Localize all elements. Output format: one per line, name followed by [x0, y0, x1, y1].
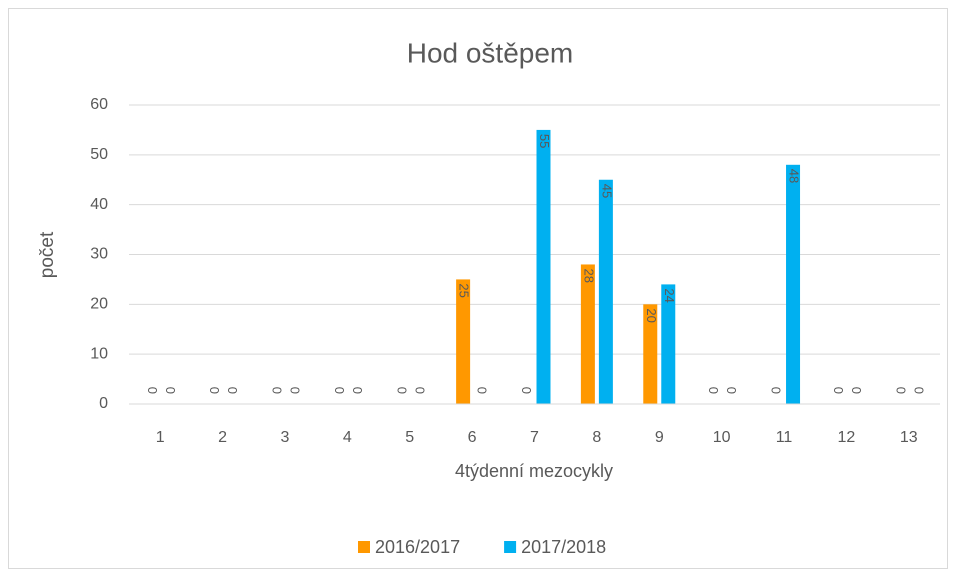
x-tick-label: 5	[405, 429, 414, 446]
y-tick-label: 30	[90, 246, 108, 263]
data-label: 24	[662, 288, 677, 302]
x-tick-label: 12	[838, 429, 856, 446]
bar	[598, 179, 613, 404]
data-label: 0	[911, 387, 926, 394]
x-tick-label: 7	[530, 429, 539, 446]
y-axis-label: počet	[37, 231, 58, 278]
legend-swatch	[504, 541, 517, 553]
data-label: 28	[581, 268, 596, 282]
bar	[580, 264, 595, 404]
chart-title: Hod oštěpem	[407, 37, 574, 68]
bar	[536, 129, 551, 404]
x-tick-label: 3	[281, 429, 290, 446]
legend-label: 2016/2017	[375, 537, 460, 557]
legend-swatch	[358, 541, 370, 553]
x-tick-label: 9	[655, 429, 664, 446]
data-label: 0	[706, 387, 721, 394]
bar	[786, 164, 801, 404]
data-label: 20	[644, 308, 659, 322]
y-tick-label: 20	[90, 296, 108, 313]
data-label: 0	[225, 387, 240, 394]
x-tick-label: 4	[343, 429, 352, 446]
data-label: 0	[769, 387, 784, 394]
data-label: 0	[475, 387, 490, 394]
data-label: 0	[270, 387, 285, 394]
data-label: 0	[145, 387, 160, 394]
y-tick-label: 0	[99, 395, 108, 412]
y-tick-label: 40	[90, 196, 108, 213]
data-label: 0	[849, 387, 864, 394]
x-tick-label: 2	[218, 429, 227, 446]
legend-label: 2017/2018	[521, 537, 606, 557]
data-label: 0	[288, 387, 303, 394]
y-tick-label: 50	[90, 146, 108, 163]
data-label: 0	[412, 387, 427, 394]
x-tick-label: 1	[156, 429, 165, 446]
x-tick-label: 8	[592, 429, 601, 446]
chart-border	[8, 8, 948, 569]
y-tick-label: 60	[90, 96, 108, 113]
data-label: 0	[519, 387, 534, 394]
bar	[661, 284, 676, 404]
data-label: 0	[394, 387, 409, 394]
data-label: 55	[537, 134, 552, 148]
x-tick-label: 10	[713, 429, 731, 446]
data-label: 45	[599, 184, 614, 198]
bar	[456, 279, 471, 404]
data-label: 0	[350, 387, 365, 394]
bar	[643, 304, 658, 404]
data-label: 0	[724, 387, 739, 394]
data-label: 0	[163, 387, 178, 394]
y-tick-label: 10	[90, 345, 108, 362]
x-tick-label: 11	[776, 429, 793, 446]
data-label: 25	[457, 283, 472, 297]
data-label: 48	[787, 169, 802, 183]
data-label: 0	[831, 387, 846, 394]
x-axis-label: 4týdenní mezocykly	[455, 461, 613, 481]
x-tick-label: 6	[468, 429, 477, 446]
data-label: 0	[332, 387, 347, 394]
data-label: 0	[207, 387, 222, 394]
data-label: 0	[893, 387, 908, 394]
x-tick-label: 13	[900, 429, 918, 446]
